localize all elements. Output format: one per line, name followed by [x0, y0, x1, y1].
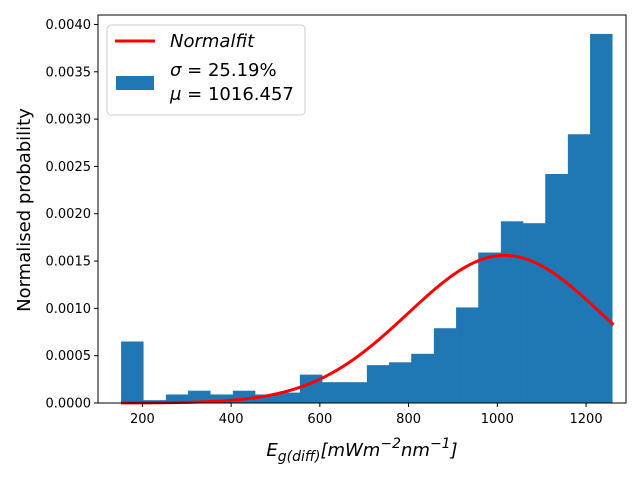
x-tick-label: 800: [396, 412, 421, 427]
x-axis-ticks: 200 400 600 800 1000 1200: [130, 403, 603, 427]
legend-mu-text: μ = 1016.457: [169, 84, 294, 105]
y-tick-label: 0.0040: [46, 18, 92, 33]
histogram-bar: [411, 353, 435, 403]
legend-fit-label: Normalfit: [170, 31, 255, 52]
x-tick-label: 1000: [481, 412, 514, 427]
normal-fit-curve: [121, 253, 615, 405]
histogram-bar: [389, 362, 412, 403]
y-tick-label: 0.0015: [46, 255, 92, 270]
x-tick-label: 400: [219, 412, 244, 427]
legend-box: [106, 24, 306, 116]
histogram-bar: [322, 382, 345, 403]
histogram-bar: [567, 134, 591, 404]
histogram-bar: [188, 390, 211, 403]
y-tick-label: 0.0020: [46, 207, 92, 222]
histogram-bars: [121, 33, 613, 404]
x-tick-label: 1200: [570, 412, 603, 427]
y-axis-ticks: 0.0000 0.0005 0.0010 0.0015 0.0020 0.0025 0.00…: [46, 18, 98, 412]
legend-bar-swatch: [116, 76, 154, 90]
histogram-bar: [545, 173, 569, 403]
y-tick-label: 0.0005: [46, 349, 92, 364]
histogram-bar: [165, 394, 189, 403]
histogram-bar: [277, 392, 301, 403]
x-tick-label: 600: [307, 412, 332, 427]
y-tick-label: 0.0010: [46, 302, 92, 317]
histogram-bar: [590, 33, 613, 404]
x-tick-label: 200: [130, 412, 155, 427]
histogram-bar: [366, 365, 390, 403]
histogram-bar: [478, 252, 502, 403]
histogram-bar: [500, 221, 524, 403]
y-tick-label: 0.0000: [46, 397, 92, 412]
histogram-bar: [523, 223, 546, 403]
x-axis-label: Eg(diff)[mWm−2nm−1]: [266, 436, 457, 465]
legend: Normalfit σ = 25.19% μ = 1016.457: [106, 24, 306, 116]
histogram-bar: [433, 328, 457, 403]
plot-frame: [97, 14, 627, 404]
histogram-bar: [456, 307, 479, 403]
y-axis-label: Normalised probability: [14, 108, 35, 312]
y-tick-label: 0.0030: [46, 113, 92, 128]
y-tick-label: 0.0035: [46, 65, 92, 80]
histogram-bar: [344, 382, 368, 403]
histogram-bar: [255, 394, 278, 403]
y-tick-label: 0.0025: [46, 160, 92, 175]
histogram-bar: [210, 394, 234, 403]
histogram-bar: [121, 341, 144, 403]
legend-sigma-text: σ = 25.19%: [170, 60, 277, 81]
